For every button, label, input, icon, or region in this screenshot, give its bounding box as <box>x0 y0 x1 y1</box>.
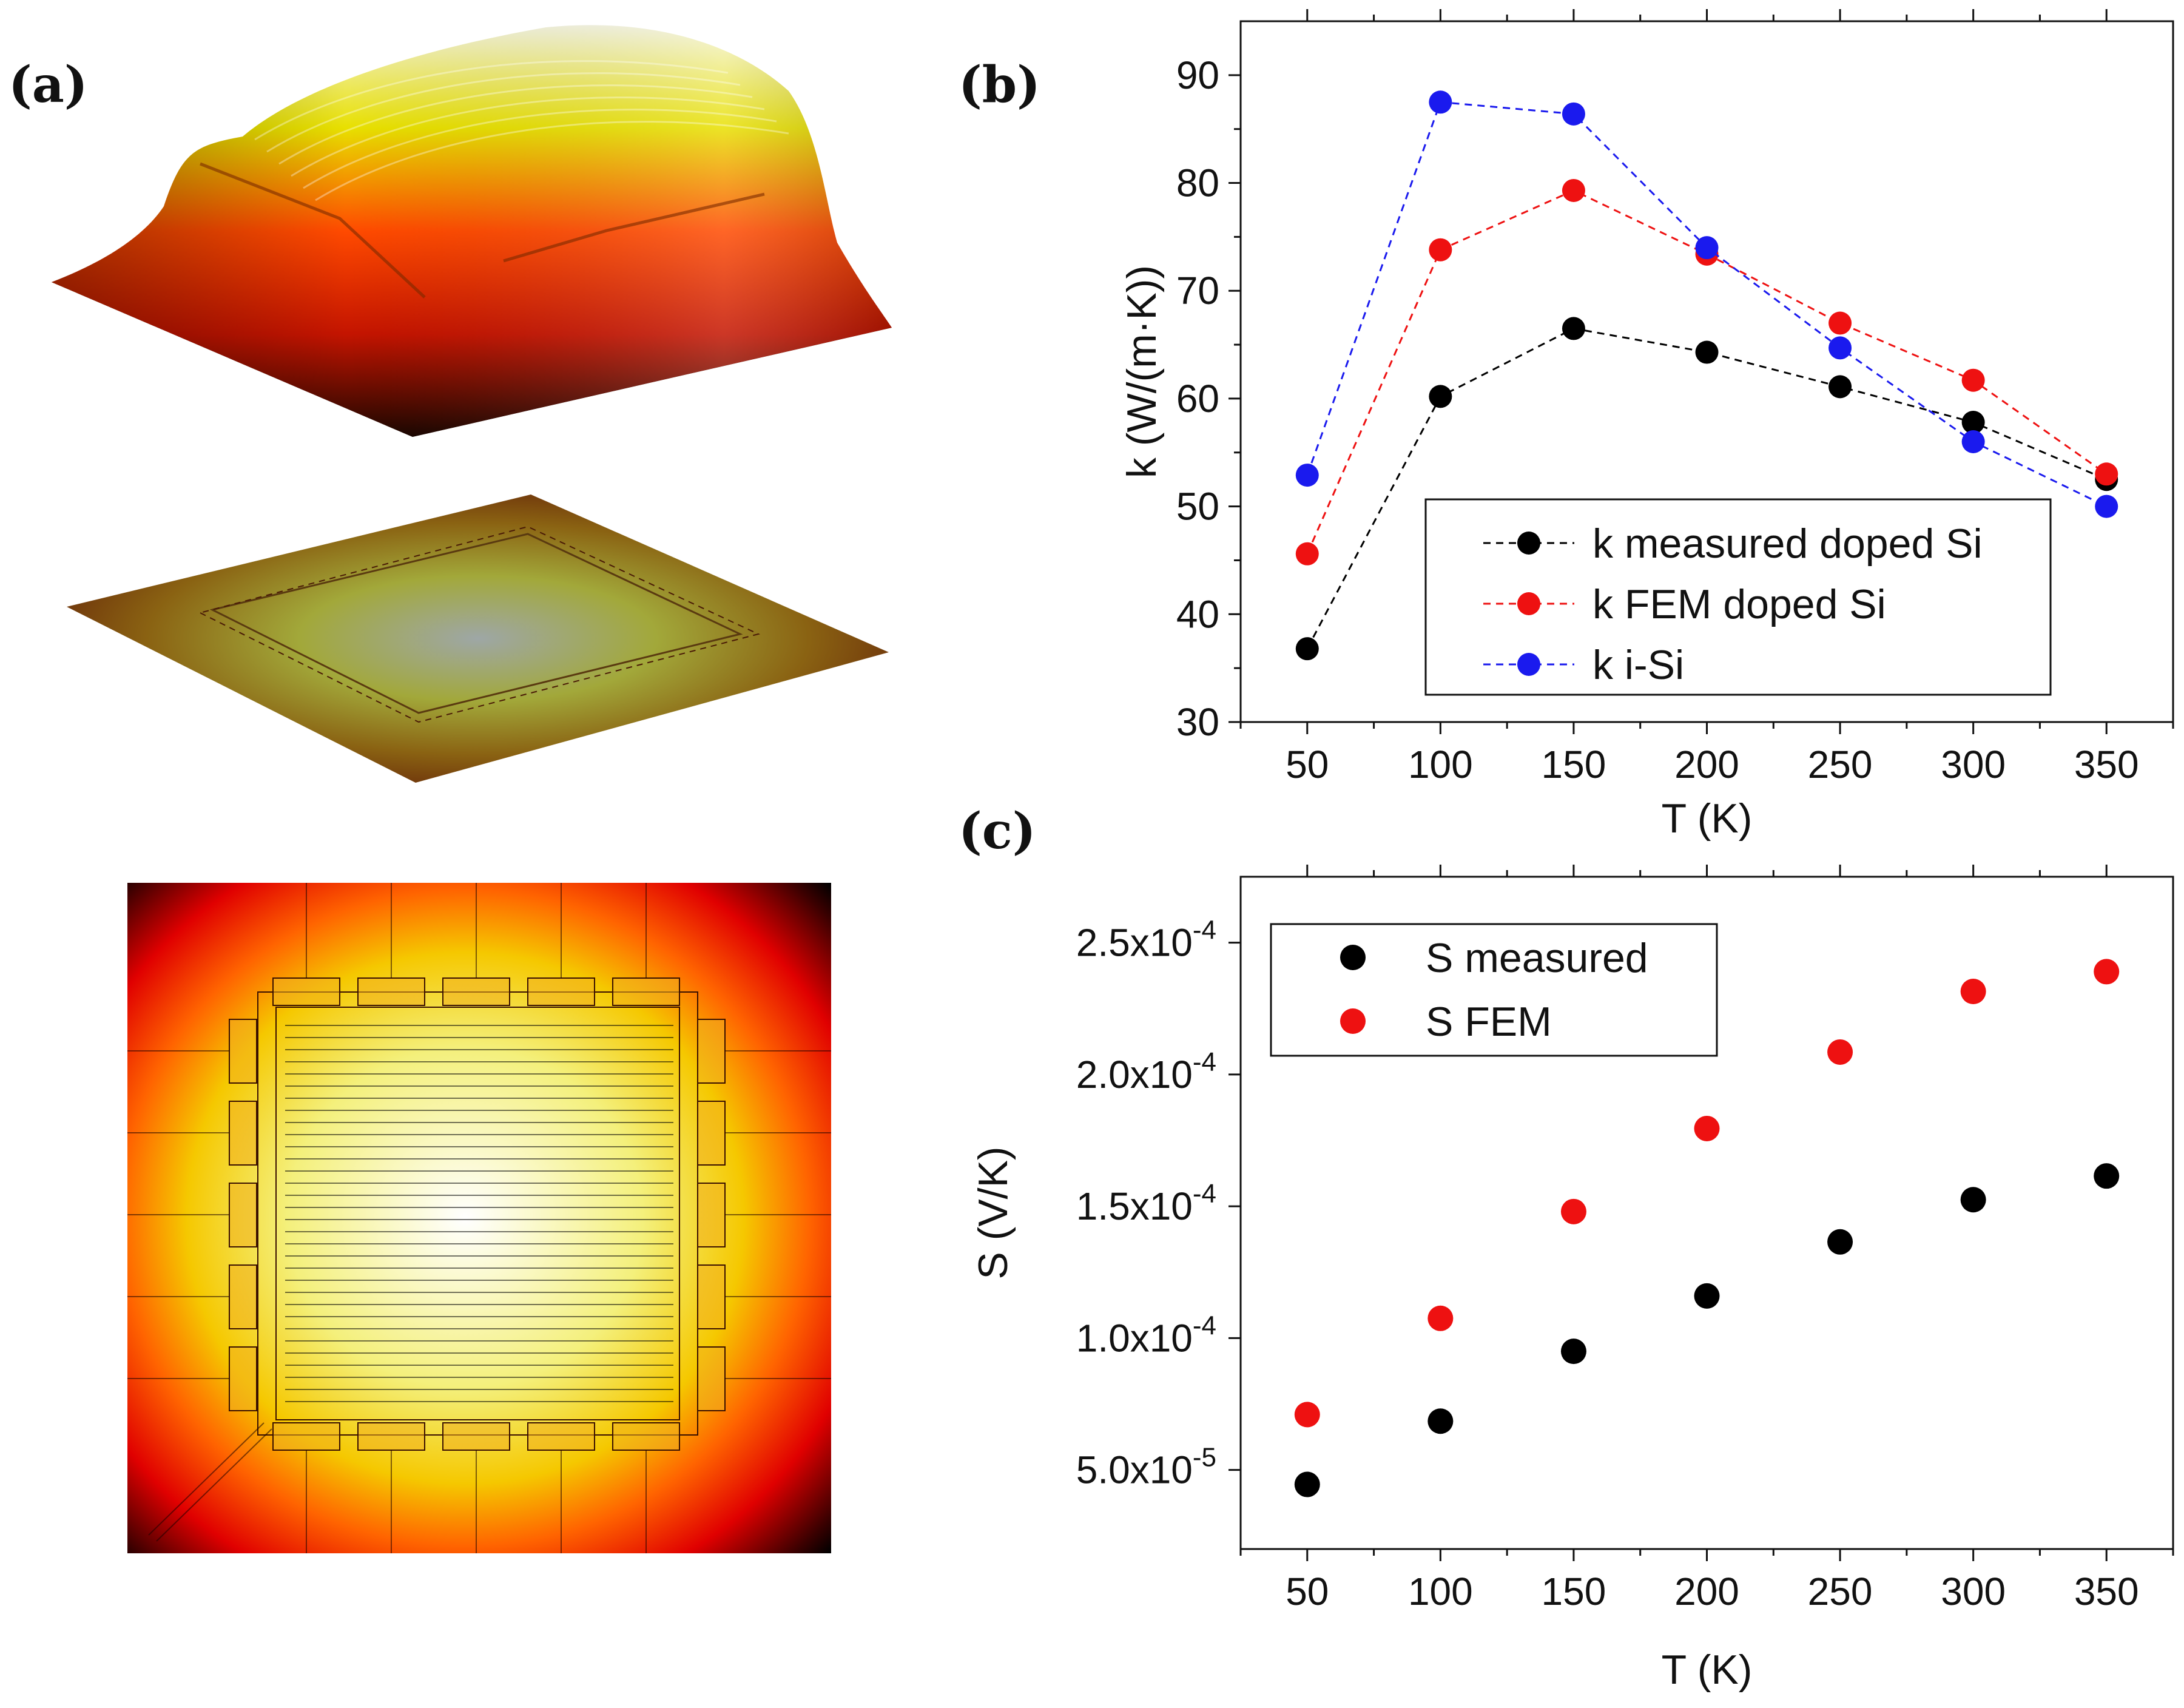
data-point-series-1 <box>1295 637 1319 661</box>
data-point-series-2 <box>1562 178 1585 202</box>
x-tick-label: 350 <box>2074 743 2139 786</box>
data-point-series-2 <box>1827 1039 1853 1065</box>
x-tick-label: 300 <box>1941 743 2006 786</box>
panel-label-b: (b) <box>959 56 1040 114</box>
data-point-series-1 <box>1960 1187 1986 1213</box>
data-point-series-3 <box>1695 236 1719 260</box>
y-tick-mantissa: 2.0x10 <box>1076 1053 1193 1096</box>
lead-traces <box>127 883 831 1553</box>
data-point-series-1 <box>1961 411 1985 434</box>
legend-swatch-marker <box>1517 592 1540 615</box>
y-tick-mantissa: 1.5x10 <box>1076 1184 1193 1228</box>
y-axis-label: S (V/K) <box>970 1146 1016 1279</box>
y-tick-label: 50 <box>1176 485 1219 528</box>
y-tick-label: 60 <box>1176 377 1219 420</box>
x-tick-label: 150 <box>1542 743 1606 786</box>
panel-label-a: (a) <box>8 56 88 114</box>
heater-serpentine <box>285 1025 673 1402</box>
y-axis-label: k (W/(m·K)) <box>1119 265 1165 478</box>
y-tick-exponent: -4 <box>1193 1311 1216 1340</box>
data-point-series-1 <box>1294 1471 1320 1497</box>
legend-entry-1: S measured <box>1426 935 1648 981</box>
data-point-series-1 <box>1828 375 1852 399</box>
x-axis-label: T (K) <box>1662 1647 1753 1693</box>
chart-b-thermal-conductivity: 50 100 150 200 250 300 350 30 40 50 60 70 80 90 T (K) k… <box>1119 9 2174 842</box>
data-point-series-2 <box>1295 542 1319 565</box>
legend-swatch-marker <box>1340 1008 1366 1034</box>
y-tick-mantissa: 5.0x10 <box>1076 1448 1193 1492</box>
panel-label-c: (c) <box>959 802 1036 860</box>
x-tick-label: 300 <box>1941 1570 2006 1613</box>
y-tick-label: 1.0x10-4 <box>1076 1311 1216 1360</box>
data-point-series-3 <box>1828 336 1852 360</box>
data-point-series-3 <box>1961 430 1985 453</box>
heatmap-top-view <box>127 883 831 1553</box>
x-tick-label: 350 <box>2074 1570 2139 1613</box>
y-tick-exponent: -5 <box>1193 1443 1216 1473</box>
legend-box <box>1270 923 1718 1057</box>
data-point-series-1 <box>2094 1163 2120 1189</box>
x-tick-label: 100 <box>1408 1570 1473 1613</box>
y-tick-label: 40 <box>1176 592 1219 636</box>
data-point-series-1 <box>1427 1408 1454 1434</box>
x-axis-label: T (K) <box>1662 795 1753 842</box>
legend-entry-2: k FEM doped Si <box>1592 581 1886 627</box>
contact-pads <box>229 977 726 1451</box>
data-point-series-1 <box>1562 317 1585 340</box>
x-tick-label: 100 <box>1408 743 1473 786</box>
y-tick-label: 2.0x10-4 <box>1076 1047 1216 1096</box>
y-tick-label: 5.0x10-5 <box>1076 1443 1216 1492</box>
y-tick-mantissa: 1.0x10 <box>1076 1316 1193 1360</box>
x-tick-label: 200 <box>1674 743 1739 786</box>
y-tick-exponent: -4 <box>1193 916 1216 945</box>
x-tick-label: 150 <box>1542 1570 1606 1613</box>
data-point-series-3 <box>2095 495 2118 518</box>
data-point-series-3 <box>1429 90 1452 114</box>
data-point-series-3 <box>1295 464 1319 487</box>
legend-swatch-marker <box>1517 532 1540 555</box>
y-tick-label: 90 <box>1176 53 1219 97</box>
data-point-series-2 <box>1429 238 1452 262</box>
legend-entry-2: S FEM <box>1426 999 1552 1045</box>
y-tick-exponent: -4 <box>1193 1047 1216 1077</box>
data-point-series-1 <box>1827 1229 1853 1255</box>
dome-3d-surface <box>52 25 892 437</box>
data-point-series-2 <box>1560 1198 1586 1224</box>
y-tick-label: 80 <box>1176 161 1219 205</box>
data-point-series-2 <box>1828 311 1852 335</box>
data-point-series-1 <box>1429 385 1452 408</box>
data-point-series-2 <box>1694 1115 1720 1141</box>
data-point-series-1 <box>1694 1283 1720 1309</box>
data-point-series-1 <box>1560 1338 1586 1365</box>
y-tick-label: 2.5x10-4 <box>1076 916 1216 965</box>
x-tick-label: 200 <box>1674 1570 1739 1613</box>
data-point-series-3 <box>1562 102 1585 126</box>
data-point-series-2 <box>2095 462 2118 486</box>
legend-swatch-marker <box>1517 653 1540 676</box>
series-line-3 <box>1306 101 2107 507</box>
x-tick-label: 50 <box>1286 1570 1329 1613</box>
data-point-series-2 <box>1961 368 1985 392</box>
data-point-series-2 <box>1960 979 1986 1005</box>
data-point-series-2 <box>1294 1402 1320 1428</box>
y-tick-label: 30 <box>1176 700 1219 744</box>
y-tick-label: 70 <box>1176 269 1219 312</box>
data-point-series-2 <box>2094 959 2120 985</box>
y-tick-label: 1.5x10-4 <box>1076 1179 1216 1228</box>
x-tick-label: 250 <box>1808 743 1873 786</box>
legend-entry-3: k i-Si <box>1592 642 1684 688</box>
data-point-series-1 <box>1695 340 1719 364</box>
chart-c-seebeck-coefficient: 50 100 150 200 250 300 3505.0x10-51.0x10-41.5x… <box>970 865 2174 1693</box>
y-tick-mantissa: 2.5x10 <box>1076 921 1193 965</box>
x-tick-label: 250 <box>1808 1570 1873 1613</box>
legend-swatch-marker <box>1340 945 1366 970</box>
thermal-slab-3d <box>67 495 889 783</box>
y-tick-exponent: -4 <box>1193 1179 1216 1209</box>
data-point-series-2 <box>1427 1305 1454 1331</box>
x-tick-label: 50 <box>1286 743 1329 786</box>
legend-entry-1: k measured doped Si <box>1592 521 1983 567</box>
